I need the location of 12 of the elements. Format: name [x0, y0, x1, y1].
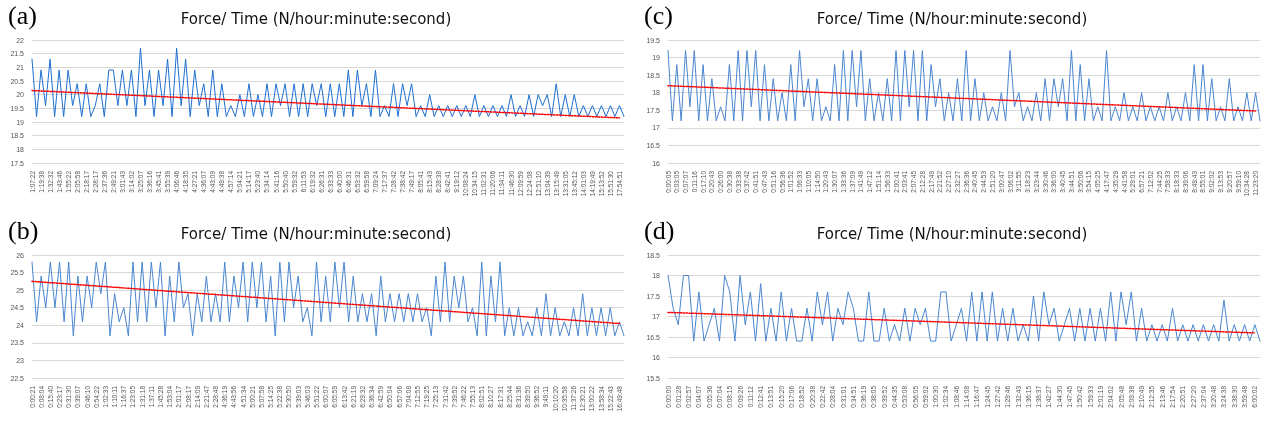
chart-title: Force/ Time (N/hour:minute:second)	[816, 224, 1088, 243]
line-series	[667, 50, 1261, 122]
line-series	[31, 261, 625, 337]
text: (c)	[644, 0, 673, 30]
line-series	[31, 47, 625, 118]
chart-title: Force/ Time (N/hour:minute:second)	[816, 9, 1088, 28]
text: (a)	[8, 0, 37, 30]
text: (d)	[644, 215, 675, 245]
chart-title: Force/ Time (N/hour:minute:second)	[180, 9, 452, 28]
text: (b)	[8, 215, 39, 245]
line-series	[667, 275, 1261, 342]
chart-title: Force/ Time (N/hour:minute:second)	[180, 224, 452, 243]
